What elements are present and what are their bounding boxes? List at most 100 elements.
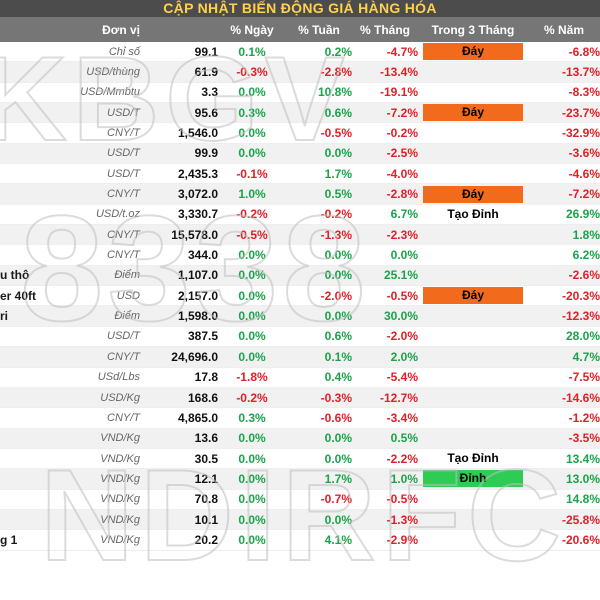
week-change-cell: 0.6%: [324, 105, 352, 120]
three-month-cell: Tạo Đỉnh: [418, 449, 528, 468]
year-change-cell: -25.8%: [561, 512, 600, 527]
month-change-cell: 2.0%: [390, 349, 418, 364]
month-change-cell: 0.5%: [390, 431, 418, 446]
day-change-cell: 1.0%: [238, 187, 266, 202]
month-change-cell: -2.0%: [386, 329, 418, 344]
week-change-cell: 10.8%: [317, 85, 352, 100]
unit-cell: VND/Kg: [100, 432, 140, 445]
month-change-cell: -3.4%: [386, 410, 418, 425]
three-month-cell: [418, 123, 528, 142]
table-row: USD/thùng 61.9 -0.3% -2.8% -13.4% -13.7%: [0, 62, 600, 83]
month-change-cell: -2.9%: [386, 532, 418, 547]
unit-cell: USD/t.oz: [95, 208, 140, 221]
year-change-cell: -13.7%: [561, 65, 600, 80]
week-change-cell: 1.7%: [324, 166, 352, 181]
unit-cell: VND/Kg: [100, 533, 140, 546]
year-change-cell: -2.6%: [568, 268, 600, 283]
month-change-cell: -0.5%: [386, 288, 418, 303]
unit-cell: Điểm: [114, 269, 140, 282]
table-row: Chỉ số 99.1 0.1% 0.2% -4.7% Đáy -6.8%: [0, 42, 600, 63]
unit-cell: USD/T: [107, 330, 140, 343]
day-change-cell: 0.3%: [238, 410, 266, 425]
trend-badge: Đáy: [423, 43, 523, 61]
table-row: CNY/T 24,696.0 0.0% 0.1% 2.0% 4.7%: [0, 347, 600, 368]
three-month-cell: [418, 83, 528, 102]
day-change-cell: -0.2%: [236, 390, 268, 405]
value-cell: 20.2: [194, 532, 218, 547]
three-month-cell: [418, 388, 528, 407]
three-month-cell: [418, 144, 528, 163]
trend-badge: Đáy: [423, 287, 523, 305]
week-change-cell: -0.2%: [320, 207, 352, 222]
year-change-cell: -20.3%: [561, 288, 600, 303]
value-cell: 10.1: [194, 512, 218, 527]
day-change-cell: -0.3%: [236, 65, 268, 80]
table-row: CNY/T 1,546.0 0.0% -0.5% -0.2% -32.9%: [0, 123, 600, 144]
day-change-cell: 0.0%: [238, 532, 266, 547]
unit-cell: VND/Kg: [100, 513, 140, 526]
month-change-cell: -2.5%: [386, 146, 418, 161]
value-cell: 70.8: [194, 492, 218, 507]
day-change-cell: 0.0%: [238, 451, 266, 466]
day-change-cell: 0.0%: [238, 288, 266, 303]
year-change-cell: -12.3%: [561, 309, 600, 324]
table-row: u thô Điểm 1,107.0 0.0% 0.0% 25.1% -2.6%: [0, 265, 600, 287]
table-row: USD/Mmbtu 3.3 0.0% 10.8% -19.1% -8.3%: [0, 83, 600, 104]
value-cell: 3,072.0: [177, 187, 218, 202]
week-change-cell: 0.0%: [324, 268, 352, 283]
day-change-cell: -0.2%: [236, 207, 268, 222]
day-change-cell: 0.0%: [238, 329, 266, 344]
day-change-cell: 0.0%: [238, 126, 266, 141]
week-change-cell: 0.0%: [324, 451, 352, 466]
table-row: USD/t.oz 3,330.7 -0.2% -0.2% 6.7% Tạo Đỉnh 26.…: [0, 205, 600, 226]
year-change-cell: 13.4%: [565, 451, 600, 466]
unit-cell: USD/Mmbtu: [80, 86, 140, 99]
year-change-cell: 6.2%: [572, 248, 600, 263]
day-change-cell: 0.0%: [238, 268, 266, 283]
week-change-cell: 0.4%: [324, 370, 352, 385]
unit-cell: CNY/T: [107, 249, 140, 262]
unit-cell: Chỉ số: [108, 45, 140, 58]
table-row: VND/Kg 12.1 0.0% 1.7% 1.0% Đỉnh 13.0%: [0, 469, 600, 490]
value-cell: 2,157.0: [177, 288, 218, 303]
month-change-cell: -5.4%: [386, 370, 418, 385]
month-change-cell: 0.0%: [390, 248, 418, 263]
month-change-cell: -4.7%: [386, 44, 418, 59]
three-month-cell: [418, 327, 528, 346]
table-row: USD/Kg 168.6 -0.2% -0.3% -12.7% -14.6%: [0, 387, 600, 409]
three-month-cell: [418, 62, 528, 81]
unit-cell: VND/Kg: [100, 493, 140, 506]
header-day: % Ngày: [230, 22, 274, 37]
month-change-cell: 25.1%: [383, 268, 418, 283]
table-row: USD/T 99.9 0.0% 0.0% -2.5% -3.6%: [0, 143, 600, 165]
table-title: CẬP NHẬT BIẾN ĐỘNG GIÁ HÀNG HÓA: [0, 0, 600, 17]
three-month-cell: Đỉnh: [418, 469, 528, 488]
unit-cell: USD/T: [107, 106, 140, 119]
unit-cell: USD: [116, 289, 140, 302]
week-change-cell: -2.0%: [320, 288, 352, 303]
week-change-cell: -0.6%: [320, 410, 352, 425]
table-row: CNY/T 4,865.0 0.3% -0.6% -3.4% -1.2%: [0, 408, 600, 429]
day-change-cell: -0.5%: [236, 227, 268, 242]
unit-cell: CNY/T: [107, 411, 140, 424]
day-change-cell: 0.3%: [238, 105, 266, 120]
year-change-cell: 14.8%: [565, 492, 600, 507]
week-change-cell: 0.2%: [324, 44, 352, 59]
year-change-cell: -23.7%: [561, 105, 600, 120]
year-change-cell: -6.8%: [568, 44, 600, 59]
three-month-cell: [418, 510, 528, 529]
table-row: VND/Kg 30.5 0.0% 0.0% -2.2% Tạo Đỉnh 13.4%: [0, 449, 600, 470]
month-change-cell: -0.5%: [386, 492, 418, 507]
three-month-cell: [418, 429, 528, 448]
header-name: [0, 17, 60, 42]
day-change-cell: 0.0%: [238, 512, 266, 527]
week-change-cell: -0.5%: [320, 126, 352, 141]
year-change-cell: -7.5%: [568, 370, 600, 385]
month-change-cell: -0.2%: [386, 126, 418, 141]
year-change-cell: -3.5%: [568, 431, 600, 446]
table-row: VND/Kg 10.1 0.0% 0.0% -1.3% -25.8%: [0, 509, 600, 531]
value-cell: 61.9: [194, 65, 218, 80]
month-change-cell: 30.0%: [383, 309, 418, 324]
table-row: CNY/T 15,578.0 -0.5% -1.3% -2.3% 1.8%: [0, 225, 600, 246]
